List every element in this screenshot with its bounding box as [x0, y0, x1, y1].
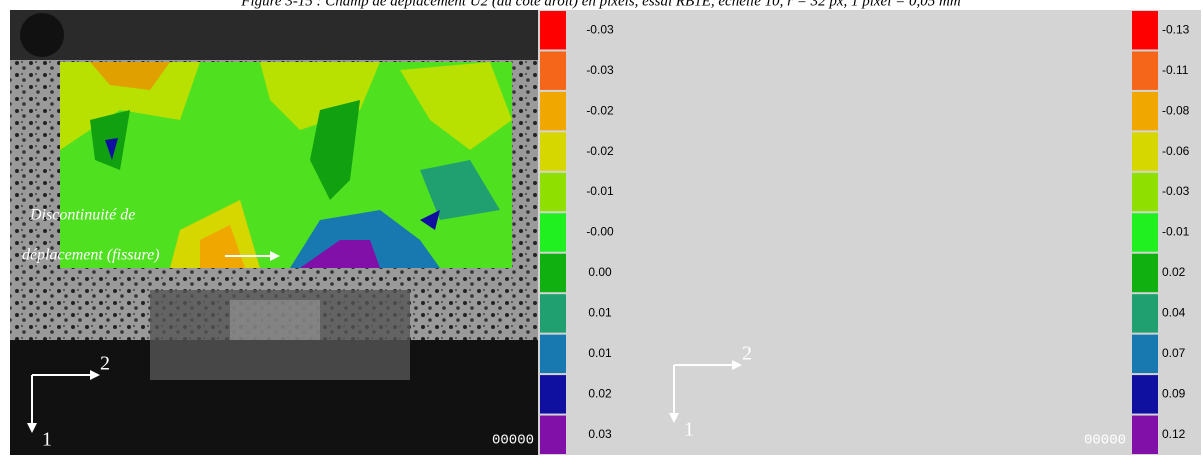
colorbar-label: 0.01 [588, 306, 612, 320]
colorbar-swatch [1132, 294, 1158, 333]
colorbar-label: -0.01 [586, 184, 614, 198]
annotation: déplacement (fissure) [22, 247, 160, 264]
annotation: Discontinuité de [29, 207, 135, 224]
colorbar-swatch [1132, 172, 1158, 212]
colorbar-swatch [1132, 213, 1158, 252]
colorbar-label: -0.02 [586, 144, 614, 158]
colorbar-swatch [540, 375, 566, 414]
colorbar-swatch [1132, 11, 1158, 50]
colorbar-swatch [540, 294, 566, 333]
colorbar-label: 0.12 [1162, 427, 1186, 441]
arrow-head [270, 251, 280, 261]
colorbar-label: -0.01 [1162, 225, 1190, 239]
colorbar-label: -0.11 [1162, 63, 1189, 77]
arrow-head [732, 360, 742, 370]
colorbar-swatch [540, 253, 566, 293]
left-image [10, 10, 538, 455]
colorbar-swatch [1132, 51, 1158, 90]
colorbar-label: -0.03 [586, 63, 614, 77]
colorbar-frame [538, 10, 1201, 455]
axis-label: 2 [100, 353, 110, 375]
colorbar-label: 0.02 [588, 386, 612, 400]
colorbar-swatch [1132, 415, 1158, 454]
colorbar-swatch [540, 132, 566, 171]
colorbar-label: 0.04 [1162, 306, 1186, 320]
frame-counter: 00000 [492, 433, 534, 449]
frame-counter: 00000 [1084, 433, 1126, 449]
colorbar-swatch [540, 213, 566, 252]
caption: Figure 3-15 : Champ de déplacement U2 (d… [240, 0, 961, 9]
colorbar-swatch [540, 172, 566, 212]
colorbar-swatch [1132, 375, 1158, 414]
arrow-head [90, 370, 100, 380]
colorbar-label: -0.03 [586, 22, 614, 36]
colorbar-swatch [1132, 132, 1158, 171]
colorbar-label: -0.02 [586, 103, 614, 117]
axis-label: 1 [42, 429, 52, 451]
colorbar-label: 0.03 [588, 427, 612, 441]
colorbar-label: -0.00 [586, 225, 614, 239]
colorbar-label: -0.03 [1162, 184, 1190, 198]
colorbar-swatch [540, 415, 566, 454]
axis-label: 2 [742, 343, 752, 365]
arrow-head [27, 423, 37, 433]
colorbar-label: -0.08 [1162, 103, 1190, 117]
colorbar-swatch [540, 11, 566, 50]
colorbar-swatch [1132, 91, 1158, 131]
colorbar-label: 0.00 [588, 265, 612, 279]
colorbar-label: 0.01 [588, 346, 612, 360]
colorbar-swatch [540, 51, 566, 90]
colorbar-swatch [540, 334, 566, 374]
colorbar-label: -0.06 [1162, 144, 1190, 158]
colorbar-label: 0.02 [1162, 265, 1186, 279]
colorbar-swatch [540, 91, 566, 131]
arrow-head [669, 413, 679, 423]
colorbar-label: 0.07 [1162, 346, 1186, 360]
colorbar-swatch [1132, 253, 1158, 293]
axis-label: 1 [684, 419, 694, 441]
colorbar-label: -0.13 [1162, 22, 1190, 36]
colorbar-label: 0.09 [1162, 386, 1186, 400]
colorbar-swatch [1132, 334, 1158, 374]
